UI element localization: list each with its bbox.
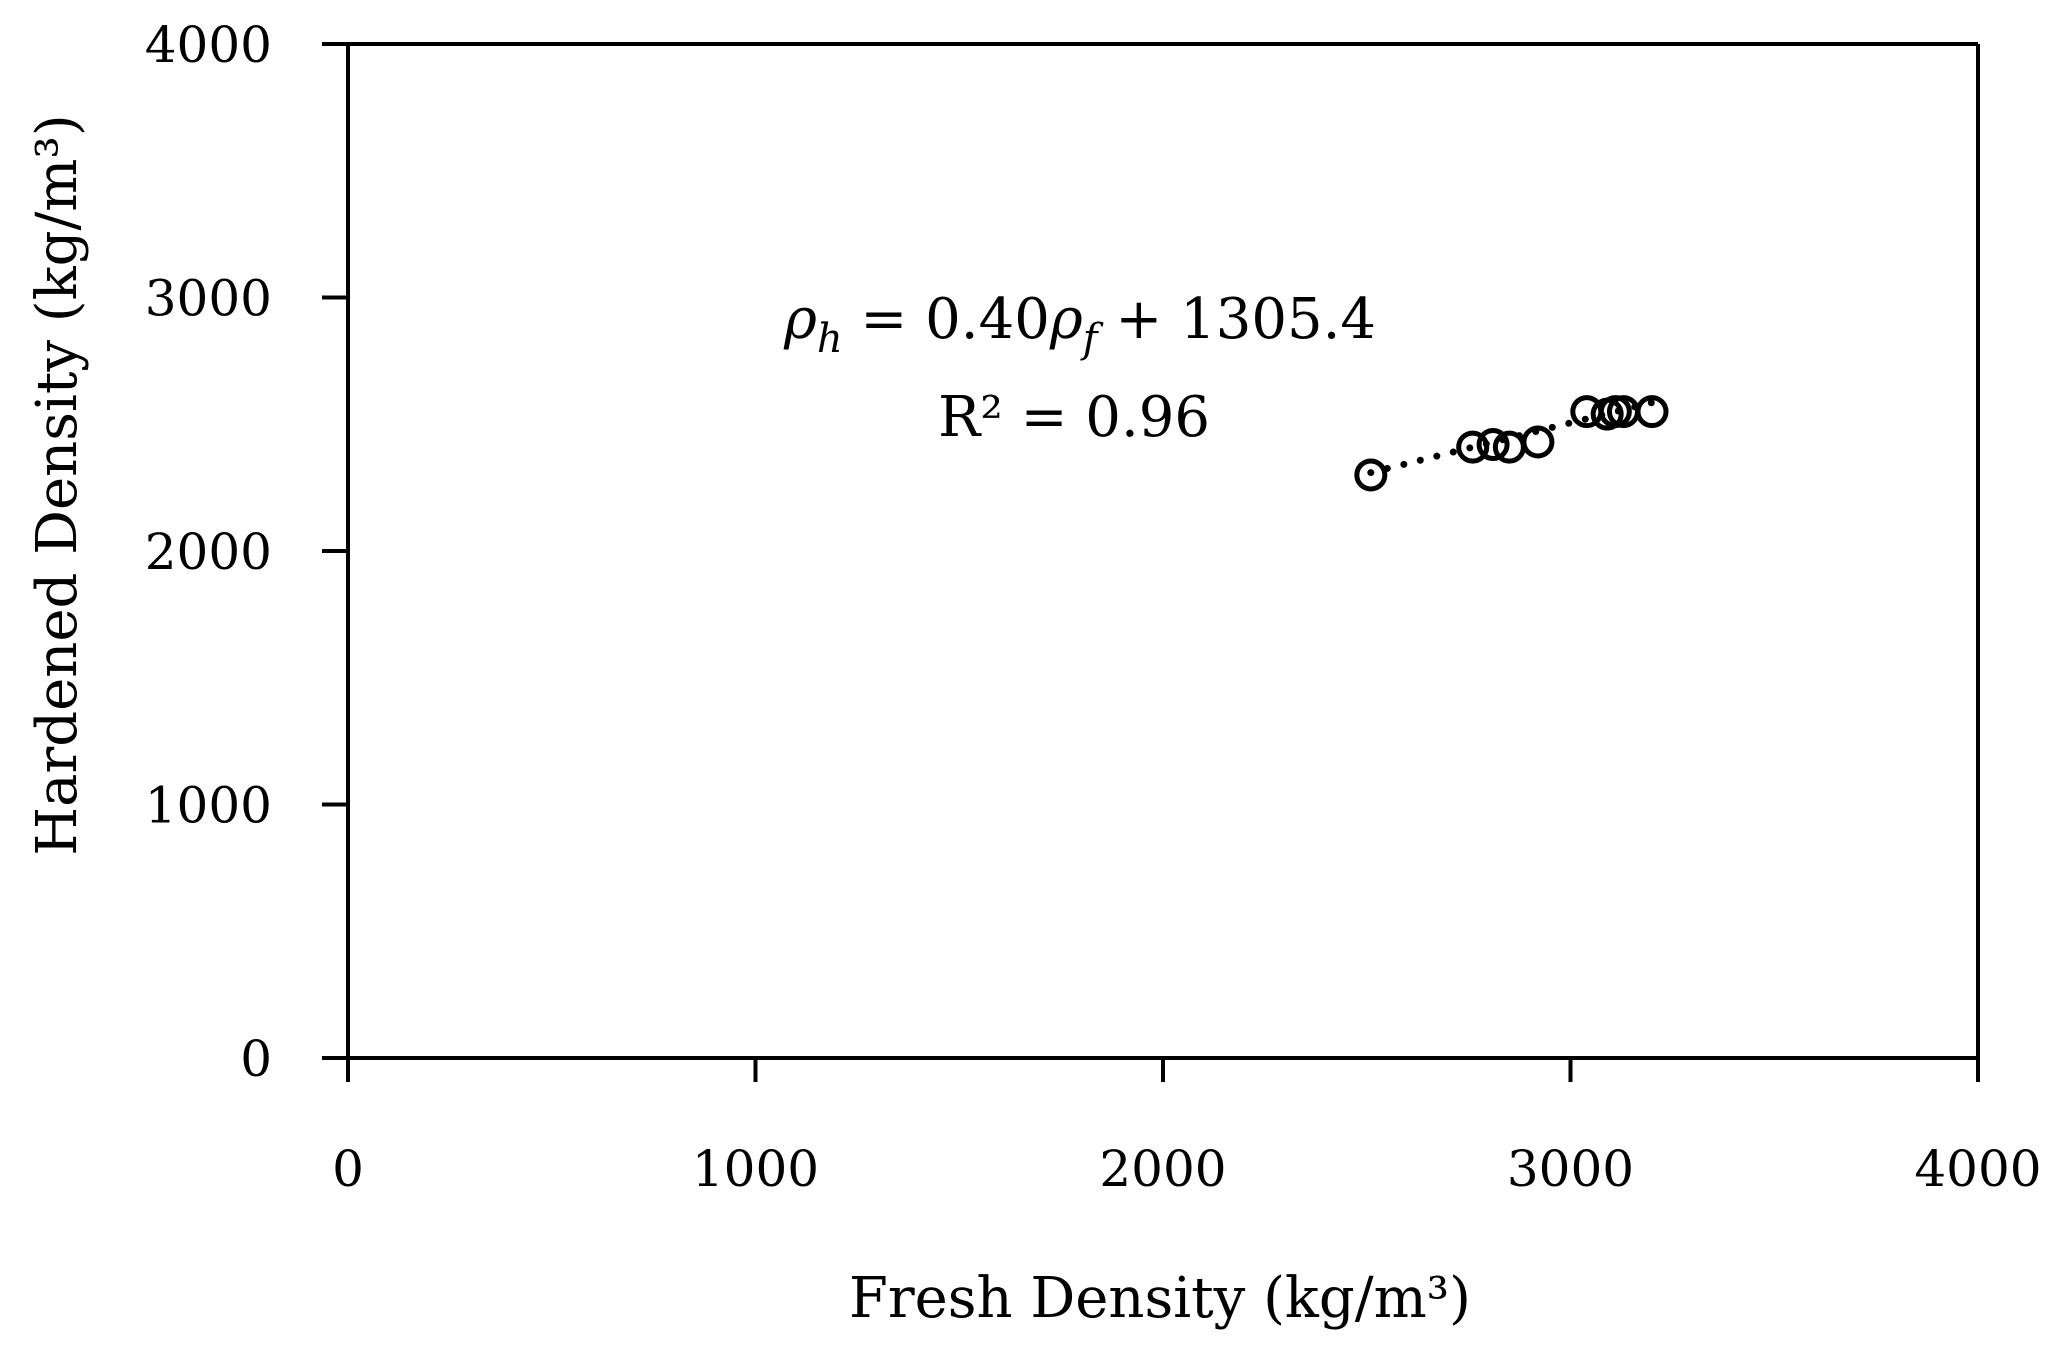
eq-rho-h: ρ [783,287,817,352]
r-squared-label: R² = 0.96 [938,385,1210,450]
x-axis-title: Fresh Density (kg/m³) [849,1266,1471,1331]
trendline [1367,399,1656,477]
data-points [1354,395,1669,492]
y-tick-label: 1000 [145,777,272,835]
eq-tail: + 1305.4 [1098,287,1376,352]
data-point [1476,428,1510,462]
data-point [1521,425,1555,459]
x-tick-label: 3000 [1507,1140,1634,1198]
data-point [1354,458,1388,492]
y-axis-ticks: 0 1000 2000 3000 4000 [145,16,348,1088]
y-tick-label: 0 [240,1030,272,1088]
x-axis-ticks: 0 1000 2000 3000 4000 [332,1058,2042,1198]
eq-rho-f: ρ [1049,287,1083,352]
x-tick-label: 1000 [692,1140,819,1198]
y-tick-label: 3000 [145,270,272,328]
eq-sub-h: h [817,316,843,362]
y-tick-label: 4000 [145,16,272,74]
y-tick-label: 2000 [145,523,272,581]
y-axis-title: Hardened Density (kg/m³) [25,114,90,855]
x-tick-label: 0 [332,1140,364,1198]
regression-equation: ρh = 0.40ρf + 1305.4 [783,287,1376,362]
data-point [1635,395,1669,429]
x-tick-label: 4000 [1914,1140,2041,1198]
x-tick-label: 2000 [1099,1140,1226,1198]
eq-mid: = 0.40 [843,287,1050,352]
data-point [1456,430,1490,464]
